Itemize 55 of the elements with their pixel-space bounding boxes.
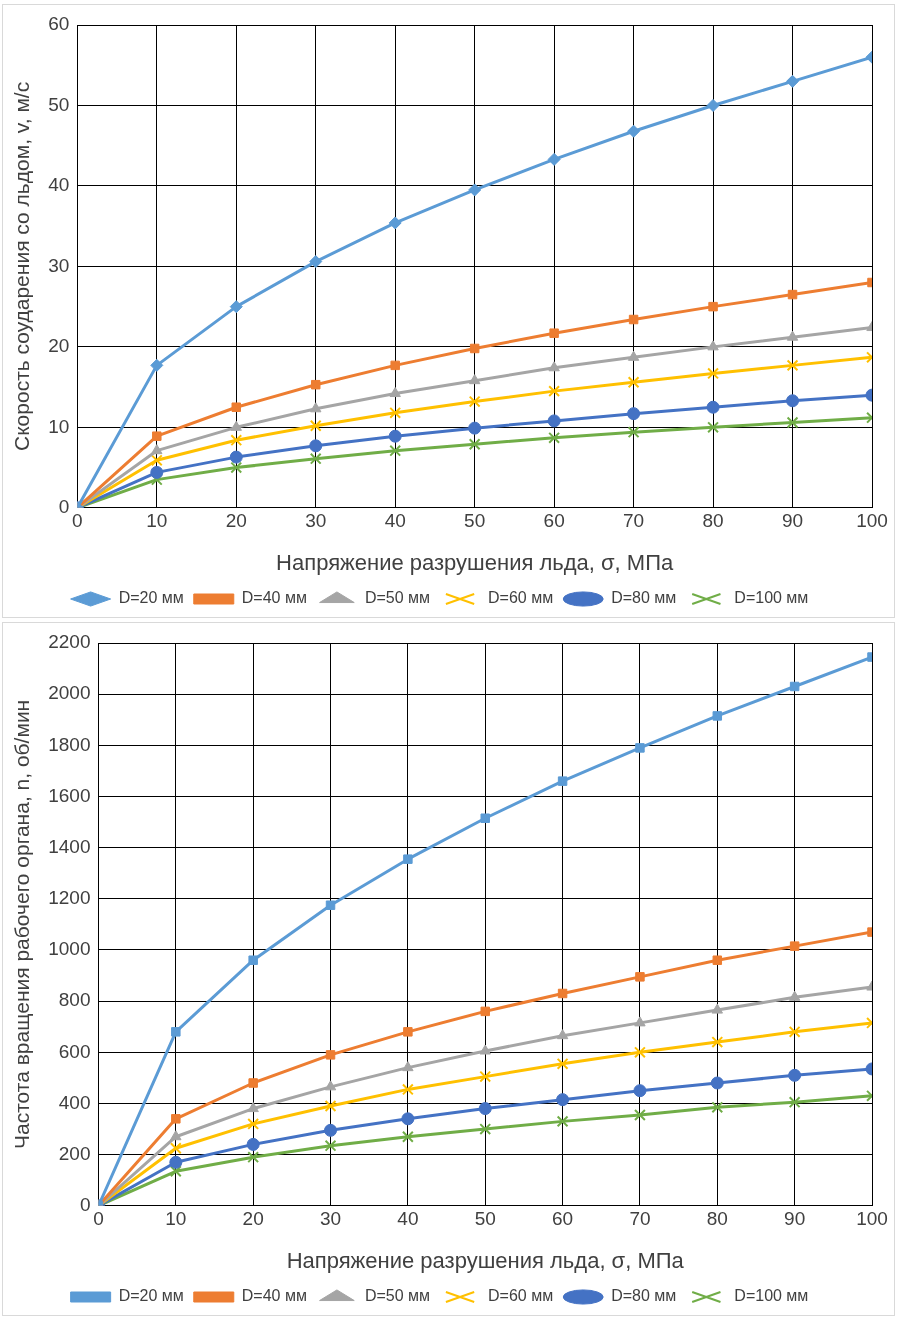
y-tick-label: 2000 bbox=[48, 682, 91, 704]
legend-label: D=20 мм bbox=[118, 589, 184, 607]
x-tick-label: 50 bbox=[464, 510, 486, 532]
x-tick-label: 80 bbox=[706, 1208, 728, 1230]
y-tick-label: 1000 bbox=[48, 938, 91, 960]
y-tick-label: 20 bbox=[48, 335, 70, 357]
y-tick-label: 600 bbox=[58, 1040, 91, 1062]
y-tick-label: 0 bbox=[58, 496, 70, 518]
legend-label: D=80 мм bbox=[611, 589, 677, 607]
x-tick-label: 80 bbox=[702, 510, 724, 532]
x-tick-label: 100 bbox=[856, 510, 888, 532]
y-tick-label: 1800 bbox=[48, 733, 91, 755]
y-tick-label: 30 bbox=[48, 254, 70, 276]
y-tick-label: 10 bbox=[48, 415, 70, 437]
x-tick-label: 20 bbox=[242, 1208, 264, 1230]
y-tick-label: 1400 bbox=[48, 835, 91, 857]
legend-label: D=20 мм bbox=[118, 1287, 184, 1305]
legend-label: D=60 мм bbox=[488, 1287, 554, 1305]
y-tick-label: 2200 bbox=[48, 631, 91, 653]
x-tick-label: 40 bbox=[397, 1208, 419, 1230]
legend-label: D=40 мм bbox=[241, 1287, 307, 1305]
x-tick-label: 20 bbox=[225, 510, 247, 532]
x-tick-label: 40 bbox=[384, 510, 406, 532]
y-tick-label: 800 bbox=[58, 989, 91, 1011]
x-tick-label: 60 bbox=[543, 510, 565, 532]
x-tick-label: 70 bbox=[629, 1208, 651, 1230]
y-tick-label: 50 bbox=[48, 93, 70, 115]
legend-label: D=80 мм bbox=[611, 1287, 677, 1305]
x-tick-label: 50 bbox=[474, 1208, 496, 1230]
legend-label: D=100 мм bbox=[734, 1287, 809, 1305]
x-tick-label: 10 bbox=[146, 510, 168, 532]
legend-label: D=60 мм bbox=[488, 589, 554, 607]
legend-label: D=40 мм bbox=[241, 589, 307, 607]
y-tick-label: 400 bbox=[58, 1091, 91, 1113]
x-axis-title: Напряжение разрушения льда, σ, МПа bbox=[286, 1247, 685, 1273]
y-axis-title: Частота вращения рабочего органа, n, об/мин bbox=[10, 699, 34, 1150]
y-tick-label: 40 bbox=[48, 174, 70, 196]
legend-label: D=50 мм bbox=[364, 1287, 431, 1305]
y-tick-label: 200 bbox=[58, 1142, 91, 1164]
y-axis-title: Скорость соударения со льдом, v, м/с bbox=[10, 81, 34, 451]
legend-label: D=50 мм bbox=[364, 589, 431, 607]
x-tick-label: 60 bbox=[552, 1208, 574, 1230]
y-tick-label: 60 bbox=[48, 13, 70, 35]
x-tick-label: 10 bbox=[165, 1208, 187, 1230]
x-tick-label: 70 bbox=[623, 510, 645, 532]
x-tick-label: 90 bbox=[781, 510, 804, 532]
x-tick-label: 100 bbox=[856, 1208, 888, 1230]
x-tick-label: 90 bbox=[784, 1208, 806, 1230]
x-tick-label: 30 bbox=[319, 1208, 342, 1230]
y-tick-label: 1600 bbox=[48, 784, 91, 806]
x-axis-title: Напряжение разрушения льда, σ, МПа bbox=[276, 549, 674, 575]
x-tick-label: 30 bbox=[305, 510, 327, 532]
legend-label: D=100 мм bbox=[734, 589, 809, 607]
y-tick-label: 1200 bbox=[48, 887, 91, 909]
y-tick-label: 0 bbox=[79, 1194, 91, 1216]
